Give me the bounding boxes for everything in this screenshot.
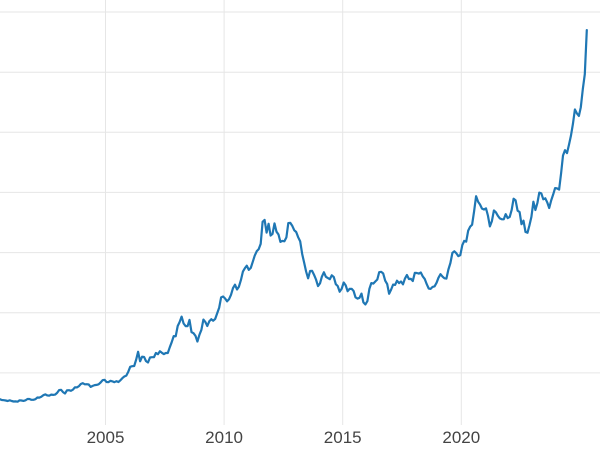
price-series-line: [0, 29, 588, 403]
x-axis-tick-label: 2015: [324, 428, 362, 447]
x-axis-tick-label: 2020: [442, 428, 480, 447]
x-axis-tick-label: 2010: [205, 428, 243, 447]
x-axis-tick-label: 2005: [87, 428, 125, 447]
